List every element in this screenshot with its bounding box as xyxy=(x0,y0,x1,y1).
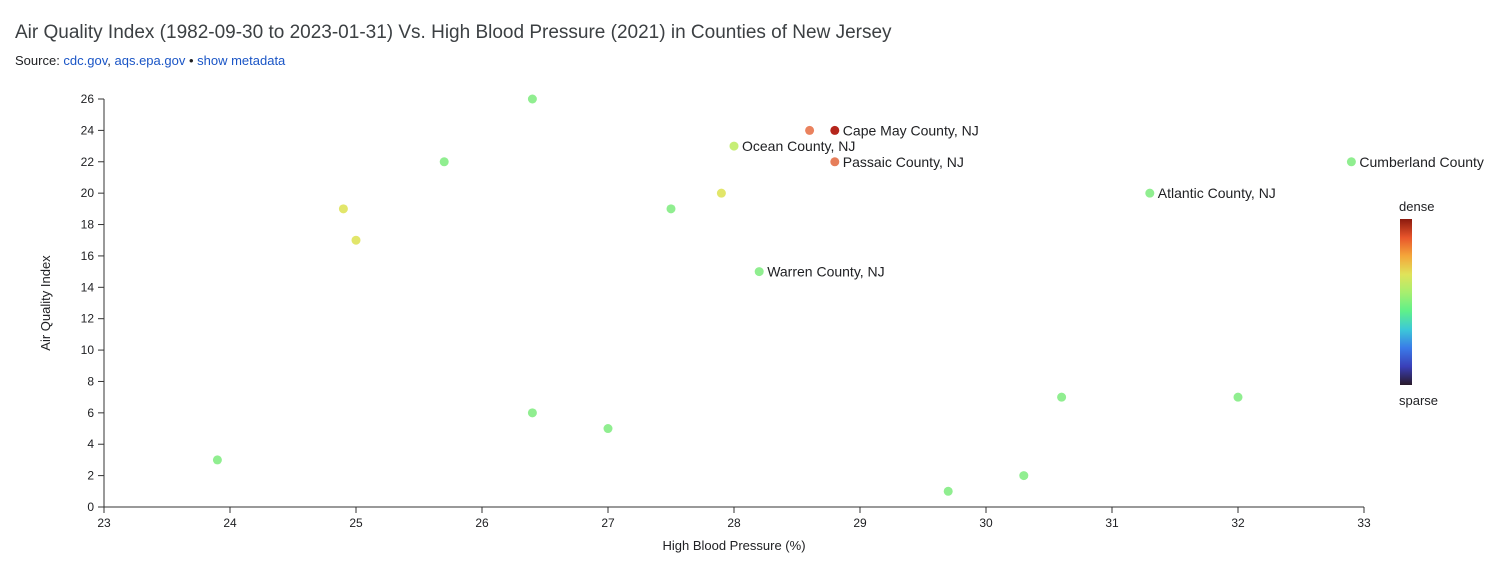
x-tick-label: 33 xyxy=(1357,516,1371,530)
data-point xyxy=(1019,471,1029,481)
legend-colorbar xyxy=(1400,219,1412,385)
data-point xyxy=(729,141,739,151)
chart-title: Air Quality Index (1982-09-30 to 2023-01… xyxy=(15,22,892,43)
y-tick-label: 8 xyxy=(87,374,94,388)
data-point xyxy=(527,408,537,418)
legend-top-label: dense xyxy=(1399,199,1434,214)
y-tick-label: 10 xyxy=(81,343,95,357)
show-metadata-link[interactable]: show metadata xyxy=(197,53,286,68)
chart-axes: 23 24 25 26 27 28 29 30 31 32 33024681012141618202… xyxy=(38,92,1371,553)
y-tick-label: 22 xyxy=(81,155,95,169)
y-tick-label: 18 xyxy=(81,218,95,232)
y-tick-label: 20 xyxy=(81,186,95,200)
x-tick-label: 29 xyxy=(853,516,867,530)
x-tick-label: 31 xyxy=(1105,516,1119,530)
y-tick-label: 2 xyxy=(87,469,94,483)
data-point xyxy=(338,204,348,214)
y-tick-label: 0 xyxy=(87,500,94,514)
point-label: Warren County, NJ xyxy=(767,264,884,280)
y-tick-label: 4 xyxy=(87,437,94,451)
legend-bottom-label: sparse xyxy=(1399,393,1438,408)
point-label: Cumberland County xyxy=(1359,154,1484,170)
x-tick-label: 25 xyxy=(349,516,363,530)
x-tick-label: 27 xyxy=(601,516,615,530)
data-points: Ocean County, NJ Warren County, NJ Cape Ma… xyxy=(212,94,1484,496)
data-point xyxy=(754,267,764,277)
y-tick-label: 26 xyxy=(81,92,95,106)
data-point xyxy=(212,455,222,465)
point-label: Cape May County, NJ xyxy=(843,122,979,138)
source-separator: , xyxy=(107,53,115,68)
source-prefix: Source: xyxy=(15,53,64,68)
x-tick-label: 28 xyxy=(727,516,741,530)
data-point xyxy=(943,486,953,496)
y-tick-label: 12 xyxy=(81,312,95,326)
x-tick-label: 30 xyxy=(979,516,993,530)
source-bullet: • xyxy=(185,53,198,68)
x-tick-label: 26 xyxy=(475,516,489,530)
density-legend: dense sparse xyxy=(1399,199,1438,408)
source-line: Source: cdc.gov, aqs.epa.gov • show meta… xyxy=(15,53,285,68)
data-point xyxy=(351,235,361,245)
x-tick-label: 23 xyxy=(97,516,111,530)
data-point xyxy=(1346,157,1356,167)
data-point xyxy=(830,157,840,167)
point-label: Atlantic County, NJ xyxy=(1158,185,1276,201)
data-point xyxy=(716,188,726,198)
x-tick-label: 24 xyxy=(223,516,237,530)
data-point xyxy=(439,157,449,167)
data-point xyxy=(1057,392,1067,402)
x-tick-label: 32 xyxy=(1231,516,1245,530)
data-point xyxy=(527,94,537,104)
y-axis-title: Air Quality Index xyxy=(38,255,53,351)
y-tick-label: 16 xyxy=(81,249,95,263)
y-tick-label: 24 xyxy=(81,123,95,137)
data-point xyxy=(830,125,840,135)
x-axis-title: High Blood Pressure (%) xyxy=(662,538,805,553)
point-label: Passaic County, NJ xyxy=(843,154,964,170)
data-point xyxy=(805,125,815,135)
y-tick-label: 14 xyxy=(81,280,95,294)
source-link-epa[interactable]: aqs.epa.gov xyxy=(114,53,186,68)
data-point xyxy=(666,204,676,214)
data-point xyxy=(1145,188,1155,198)
data-point xyxy=(1233,392,1243,402)
data-point xyxy=(603,424,613,434)
source-link-cdc[interactable]: cdc.gov xyxy=(63,53,108,68)
y-tick-label: 6 xyxy=(87,406,94,420)
point-label: Ocean County, NJ xyxy=(742,138,855,154)
